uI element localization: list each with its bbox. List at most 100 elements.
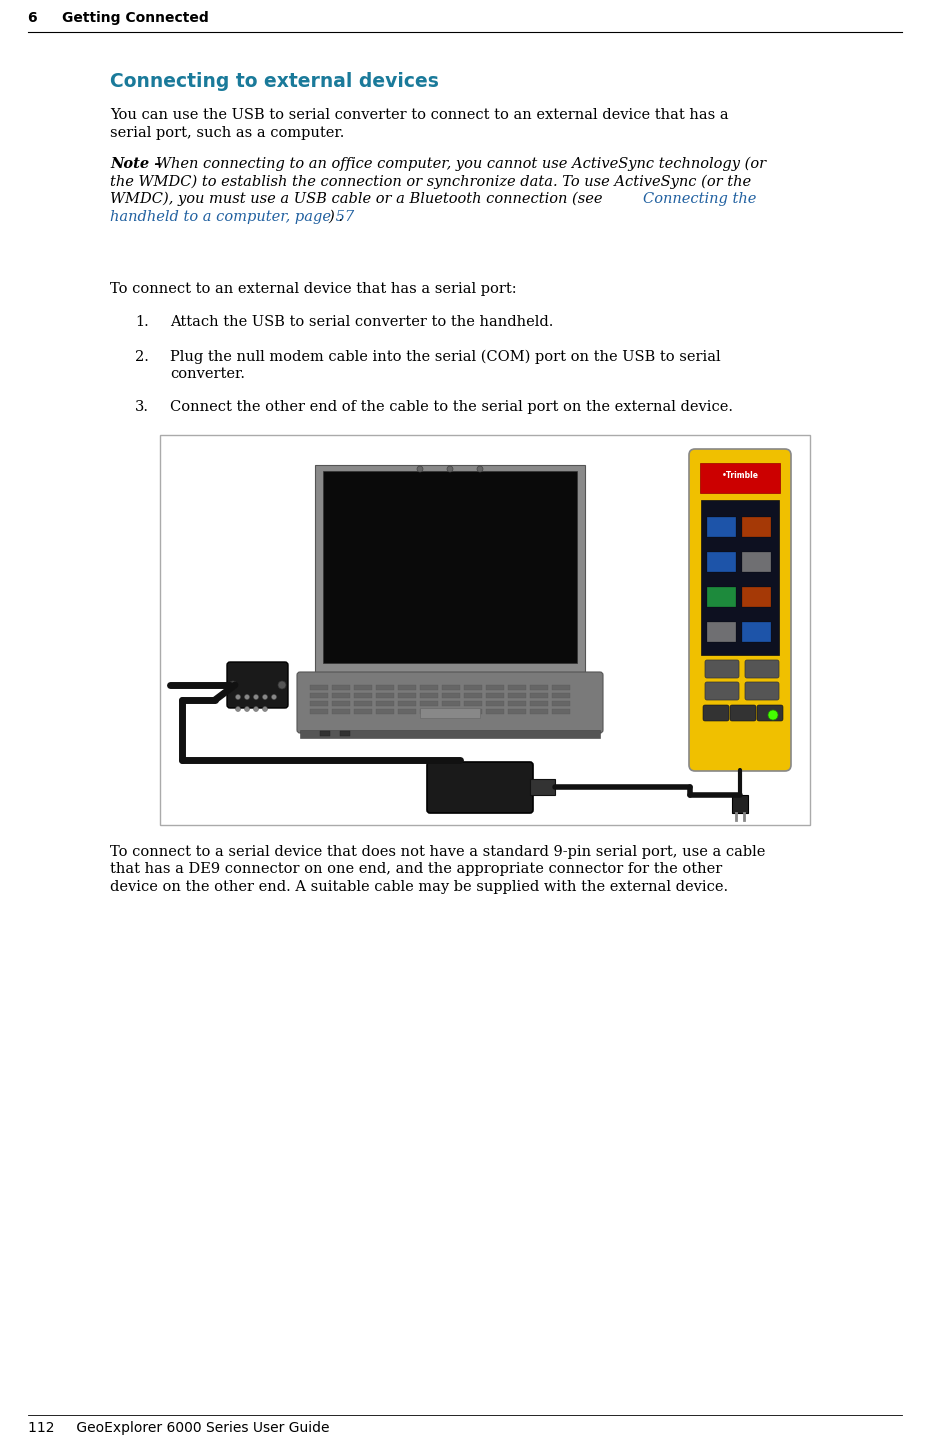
Bar	[420, 684, 438, 690]
Bar	[464, 684, 482, 690]
Bar	[486, 702, 504, 706]
Bar	[354, 693, 372, 697]
Text: Plug the null modem cable into the serial (COM) port on the USB to serial: Plug the null modem cable into the seria…	[170, 350, 721, 364]
FancyBboxPatch shape	[297, 672, 603, 733]
Bar	[160, 435, 810, 825]
Bar	[398, 702, 416, 706]
Text: You can use the USB to serial converter to connect to an external device that ha: You can use the USB to serial converter …	[110, 108, 728, 122]
Circle shape	[245, 695, 249, 699]
Bar	[310, 693, 328, 697]
Text: WMDC), you must use a USB cable or a Bluetooth connection (see: WMDC), you must use a USB cable or a Blu…	[110, 192, 607, 207]
FancyBboxPatch shape	[427, 762, 533, 814]
Text: To connect to a serial device that does not have a standard 9-pin serial port, u: To connect to a serial device that does …	[110, 845, 765, 860]
Text: When connecting to an office computer, you cannot use ActiveSync technology (or: When connecting to an office computer, y…	[156, 156, 766, 171]
Bar	[442, 693, 460, 697]
Text: Connecting to external devices: Connecting to external devices	[110, 72, 439, 90]
Circle shape	[477, 466, 483, 472]
Text: device on the other end. A suitable cable may be supplied with the external devi: device on the other end. A suitable cabl…	[110, 880, 728, 894]
Circle shape	[417, 466, 423, 472]
Text: 1.: 1.	[135, 316, 149, 329]
Bar	[442, 702, 460, 706]
Bar	[707, 517, 736, 537]
Circle shape	[278, 682, 286, 689]
Bar	[442, 709, 460, 715]
Bar	[332, 702, 350, 706]
Bar	[552, 709, 570, 715]
Bar	[310, 709, 328, 715]
Bar	[398, 709, 416, 715]
Bar	[552, 684, 570, 690]
Bar	[508, 709, 526, 715]
Bar	[354, 709, 372, 715]
Bar	[742, 587, 771, 607]
Bar	[376, 709, 394, 715]
Bar	[464, 702, 482, 706]
FancyBboxPatch shape	[745, 660, 779, 677]
Text: 2.: 2.	[135, 350, 149, 364]
Text: converter.: converter.	[170, 367, 245, 382]
Bar	[486, 693, 504, 697]
Bar	[376, 684, 394, 690]
Bar	[320, 730, 330, 736]
Text: handheld to a computer, page 57: handheld to a computer, page 57	[110, 210, 354, 224]
Circle shape	[768, 710, 778, 720]
Text: that has a DE9 connector on one end, and the appropriate connector for the other: that has a DE9 connector on one end, and…	[110, 862, 723, 877]
Bar	[486, 684, 504, 690]
Bar	[707, 552, 736, 573]
Bar	[700, 464, 780, 494]
Bar	[508, 702, 526, 706]
Bar	[530, 702, 548, 706]
Bar	[398, 693, 416, 697]
Bar	[420, 707, 480, 718]
Bar	[420, 702, 438, 706]
Bar	[332, 684, 350, 690]
Text: Attach the USB to serial converter to the handheld.: Attach the USB to serial converter to th…	[170, 316, 553, 329]
FancyBboxPatch shape	[703, 705, 729, 720]
Bar	[315, 465, 585, 674]
Circle shape	[262, 706, 268, 712]
Text: serial port, such as a computer.: serial port, such as a computer.	[110, 125, 344, 139]
Bar	[332, 693, 350, 697]
Text: ) .: ) .	[328, 210, 343, 224]
Text: Note –: Note –	[110, 156, 166, 171]
Bar	[530, 684, 548, 690]
Circle shape	[254, 695, 259, 699]
Bar	[442, 684, 460, 690]
Bar	[310, 684, 328, 690]
Bar	[486, 709, 504, 715]
FancyBboxPatch shape	[757, 705, 783, 720]
Bar	[530, 693, 548, 697]
Bar	[340, 730, 350, 736]
FancyBboxPatch shape	[689, 449, 791, 771]
Bar	[701, 499, 779, 654]
Bar	[398, 684, 416, 690]
Circle shape	[447, 466, 453, 472]
Bar	[354, 702, 372, 706]
Bar	[742, 552, 771, 573]
Text: Connecting the: Connecting the	[643, 192, 756, 207]
FancyBboxPatch shape	[227, 662, 288, 707]
Circle shape	[229, 682, 237, 689]
Circle shape	[235, 706, 241, 712]
Bar	[323, 471, 577, 663]
Bar	[376, 702, 394, 706]
Bar	[742, 517, 771, 537]
Bar	[300, 730, 600, 738]
Text: the WMDC) to establish the connection or synchronize data. To use ActiveSync (or: the WMDC) to establish the connection or…	[110, 175, 751, 189]
Bar	[332, 709, 350, 715]
Circle shape	[254, 706, 259, 712]
Bar	[732, 795, 748, 814]
Bar	[742, 621, 771, 641]
Bar	[508, 693, 526, 697]
Bar	[707, 621, 736, 641]
Text: 6     Getting Connected: 6 Getting Connected	[28, 11, 208, 24]
Bar	[530, 779, 555, 795]
Bar	[420, 709, 438, 715]
Text: To connect to an external device that has a serial port:: To connect to an external device that ha…	[110, 283, 517, 296]
Bar	[376, 693, 394, 697]
Bar	[552, 702, 570, 706]
Bar	[310, 702, 328, 706]
Text: 112     GeoExplorer 6000 Series User Guide: 112 GeoExplorer 6000 Series User Guide	[28, 1421, 329, 1435]
Bar	[420, 693, 438, 697]
FancyBboxPatch shape	[705, 660, 739, 677]
